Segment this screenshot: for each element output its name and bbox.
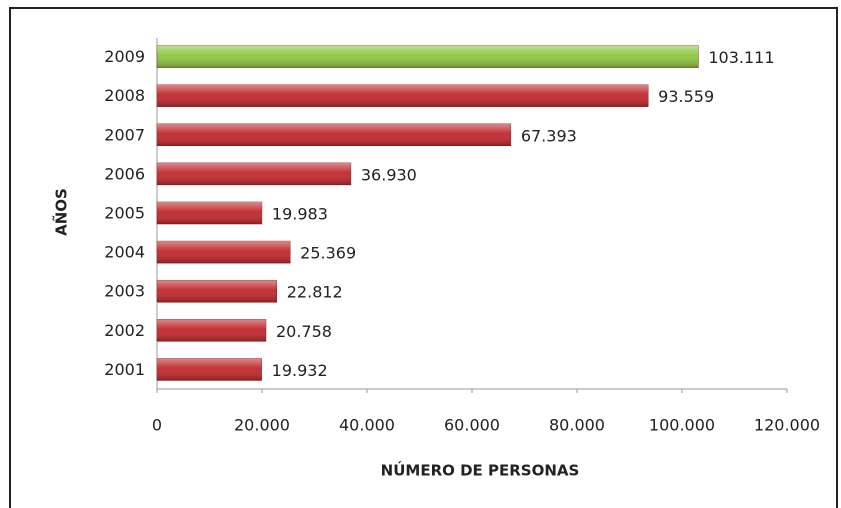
bar-shine bbox=[157, 123, 511, 146]
bar-shine bbox=[157, 45, 699, 68]
value-label: 36.930 bbox=[361, 165, 417, 184]
y-tick-label: 2005 bbox=[104, 204, 145, 223]
value-label: 19.983 bbox=[272, 205, 328, 224]
value-label: 93.559 bbox=[658, 87, 714, 106]
value-label: 25.369 bbox=[300, 244, 356, 263]
x-tick-label: 100.000 bbox=[649, 416, 715, 435]
y-axis-title: AÑOS bbox=[52, 188, 71, 236]
y-tick-label: 2008 bbox=[104, 86, 145, 105]
value-label: 20.758 bbox=[276, 322, 332, 341]
value-label: 22.812 bbox=[287, 283, 343, 302]
bar-shine bbox=[157, 358, 262, 381]
x-axis-title: NÚMERO DE PERSONAS bbox=[381, 461, 580, 480]
x-tick-label: 20.000 bbox=[234, 416, 290, 435]
x-tick-label: 120.000 bbox=[754, 416, 820, 435]
x-tick-label: 80.000 bbox=[549, 416, 605, 435]
y-tick-label: 2001 bbox=[104, 360, 145, 379]
value-label: 103.111 bbox=[708, 48, 774, 67]
bar-shine bbox=[157, 84, 649, 107]
y-tick-label: 2004 bbox=[104, 243, 145, 262]
x-tick-label: 0 bbox=[152, 416, 162, 435]
value-label: 67.393 bbox=[521, 126, 577, 145]
bar-shine bbox=[157, 319, 266, 342]
bar-shine bbox=[157, 202, 262, 224]
bar-shine bbox=[157, 280, 277, 303]
x-tick-label: 40.000 bbox=[339, 416, 395, 435]
bar-shine bbox=[157, 162, 351, 185]
y-tick-label: 2009 bbox=[104, 47, 145, 66]
x-tick-label: 60.000 bbox=[444, 416, 500, 435]
y-tick-label: 2006 bbox=[104, 164, 145, 183]
y-tick-label: 2007 bbox=[104, 125, 145, 144]
y-tick-label: 2003 bbox=[104, 282, 145, 301]
bar-shine bbox=[157, 241, 291, 264]
value-label: 19.932 bbox=[272, 361, 328, 380]
y-tick-label: 2002 bbox=[104, 321, 145, 340]
